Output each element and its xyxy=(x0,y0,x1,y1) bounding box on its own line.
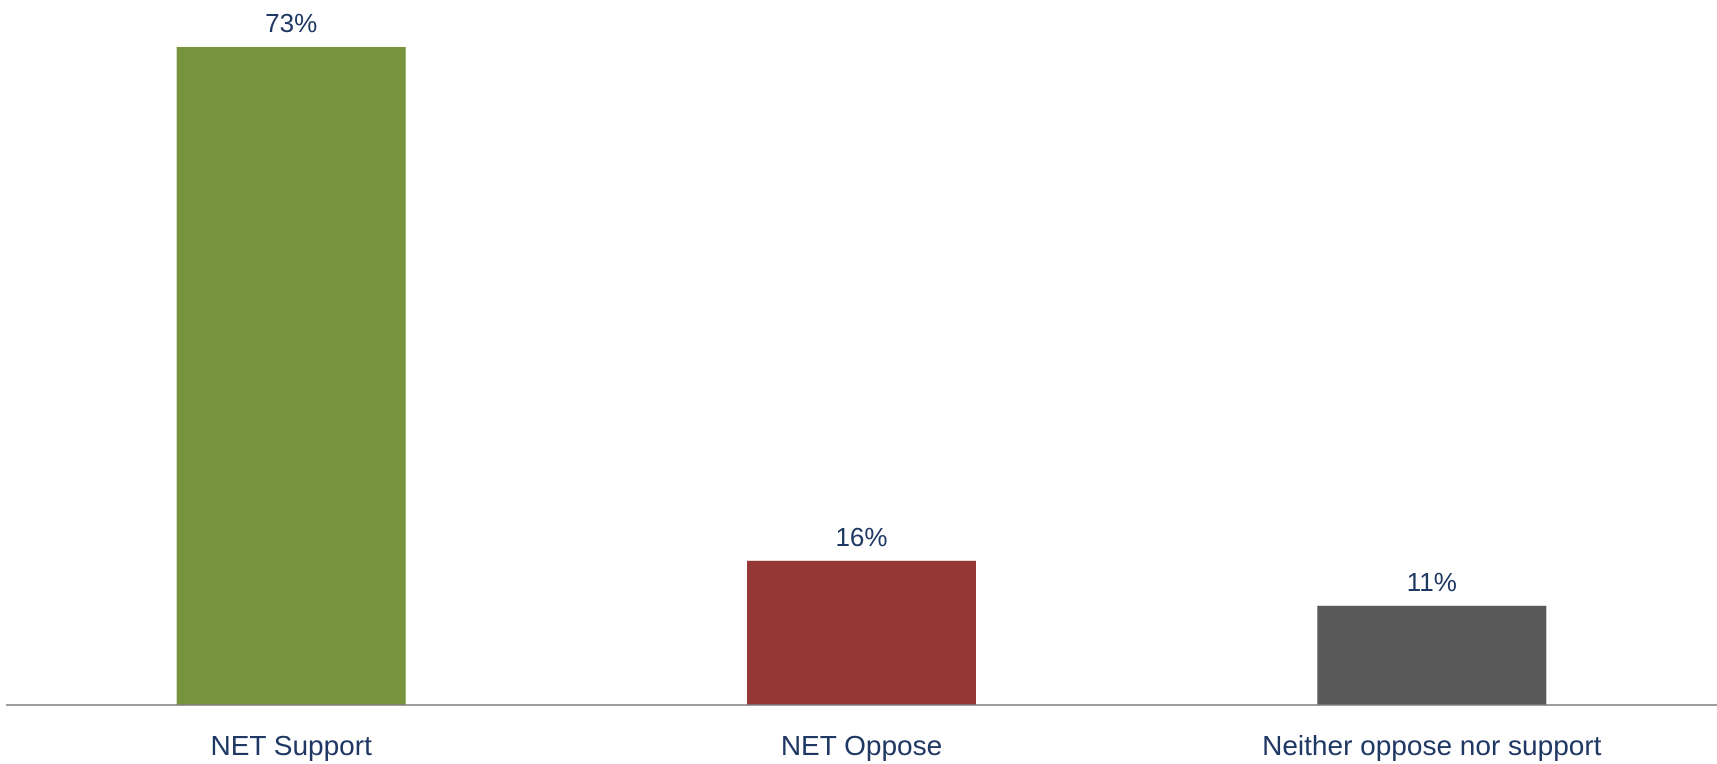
data-labels-group: 73% 16% 11% xyxy=(265,8,1457,597)
data-label-net-oppose: 16% xyxy=(835,522,887,552)
data-label-neither-oppose-nor-support: 11% xyxy=(1407,567,1457,597)
x-tick-label-net-oppose: NET Oppose xyxy=(781,730,942,761)
bars-group xyxy=(176,47,1547,705)
x-tick-label-net-support: NET Support xyxy=(211,730,373,761)
bar-net-oppose xyxy=(747,560,976,705)
x-tick-labels-group: NET Support NET Oppose Neither oppose nor … xyxy=(211,730,1602,761)
bar-neither-oppose-nor-support xyxy=(1317,605,1547,705)
bar-net-support xyxy=(176,47,406,705)
data-label-net-support: 73% xyxy=(265,8,317,38)
x-tick-label-neither-oppose-nor-support: Neither oppose nor support xyxy=(1262,730,1602,761)
